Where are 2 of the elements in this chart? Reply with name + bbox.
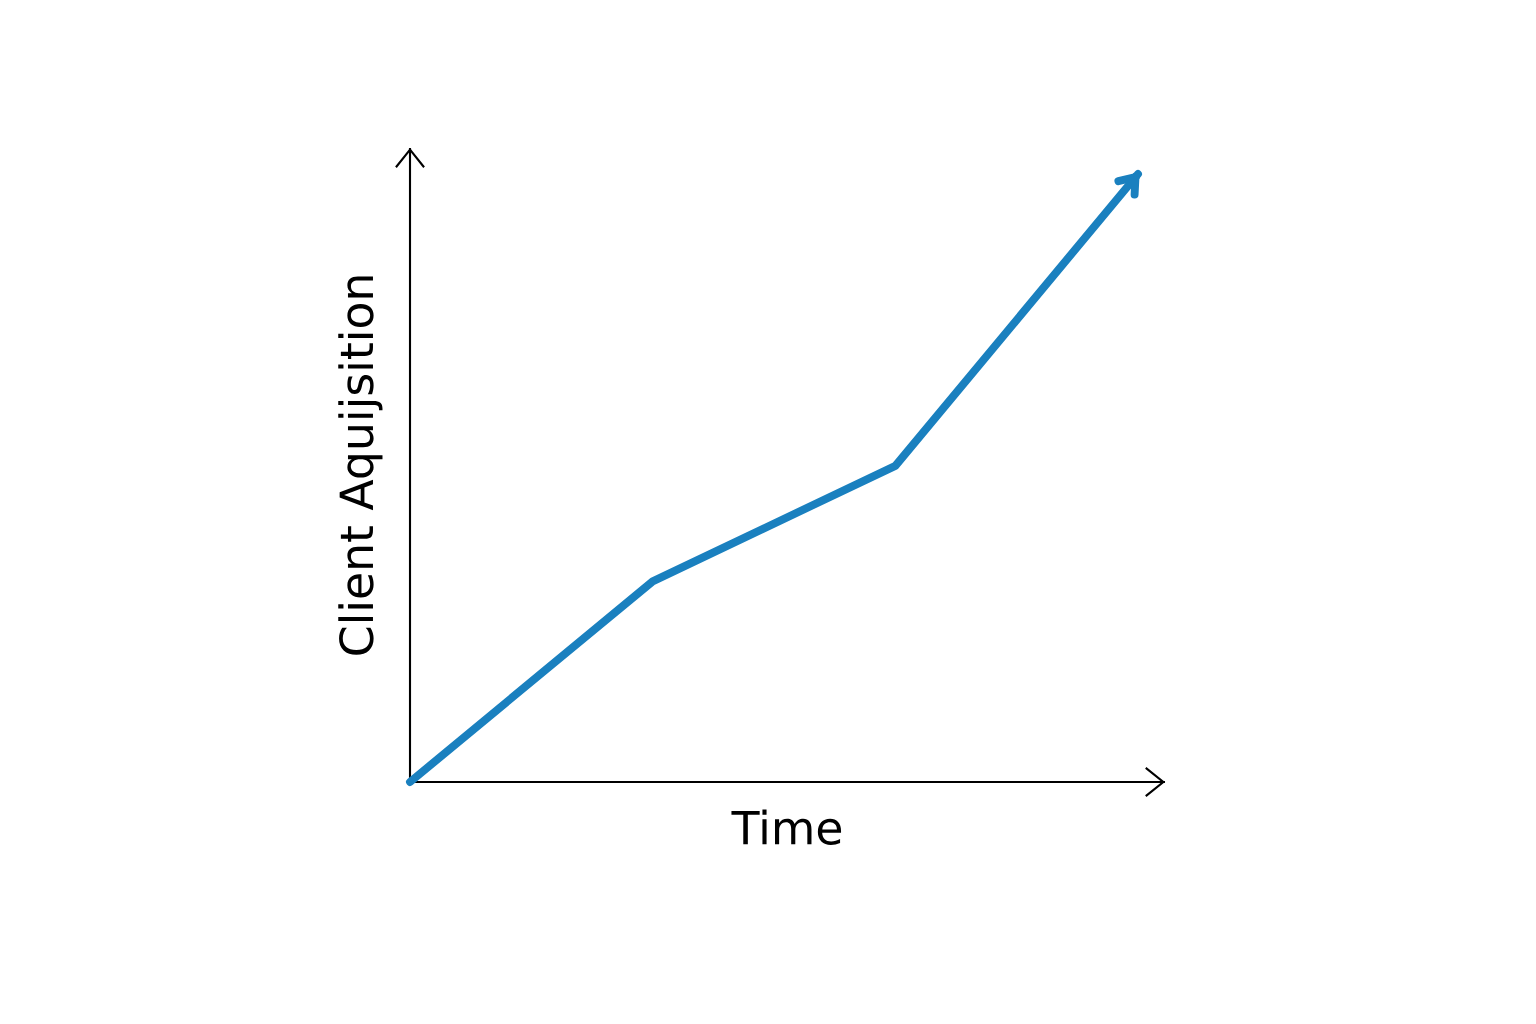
y-axis-title: Client Aquijsition xyxy=(338,276,383,655)
x-axis-title: Time xyxy=(731,809,842,845)
